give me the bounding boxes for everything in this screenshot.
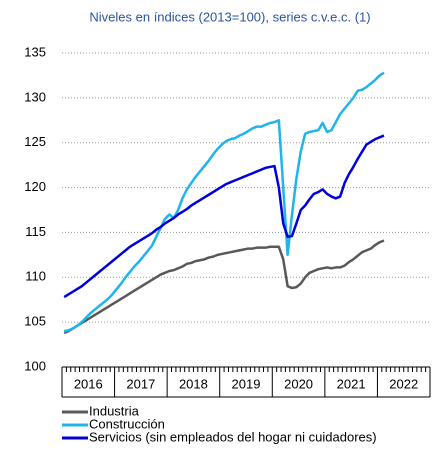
x-tick-label: 2016 bbox=[74, 376, 103, 391]
x-tick-label: 2018 bbox=[179, 376, 208, 391]
y-tick-label: 115 bbox=[25, 224, 46, 239]
x-tick-label: 2020 bbox=[284, 376, 313, 391]
series-line bbox=[63, 239, 385, 335]
legend-label: Servicios (sin empleados del hogar ni cu… bbox=[89, 429, 377, 444]
y-tick-label: 120 bbox=[24, 179, 46, 194]
legend-label: Industria bbox=[89, 403, 140, 418]
x-tick-label: 2017 bbox=[126, 376, 155, 391]
y-tick-label: 125 bbox=[24, 134, 46, 149]
y-tick-label: 110 bbox=[25, 269, 46, 284]
y-tick-label: 105 bbox=[24, 314, 46, 329]
series-line bbox=[63, 71, 385, 333]
y-tick-label: 135 bbox=[24, 44, 46, 59]
x-tick-label: 2021 bbox=[337, 376, 366, 391]
x-tick-label: 2022 bbox=[389, 376, 418, 391]
legend-label: Construcción bbox=[89, 416, 165, 431]
y-tick-label: 100 bbox=[24, 358, 46, 373]
series-line bbox=[63, 134, 385, 299]
chart-title: Niveles en índices (2013=100), series c.… bbox=[89, 9, 370, 24]
y-tick-label: 130 bbox=[24, 89, 46, 104]
x-tick-label: 2019 bbox=[232, 376, 261, 391]
